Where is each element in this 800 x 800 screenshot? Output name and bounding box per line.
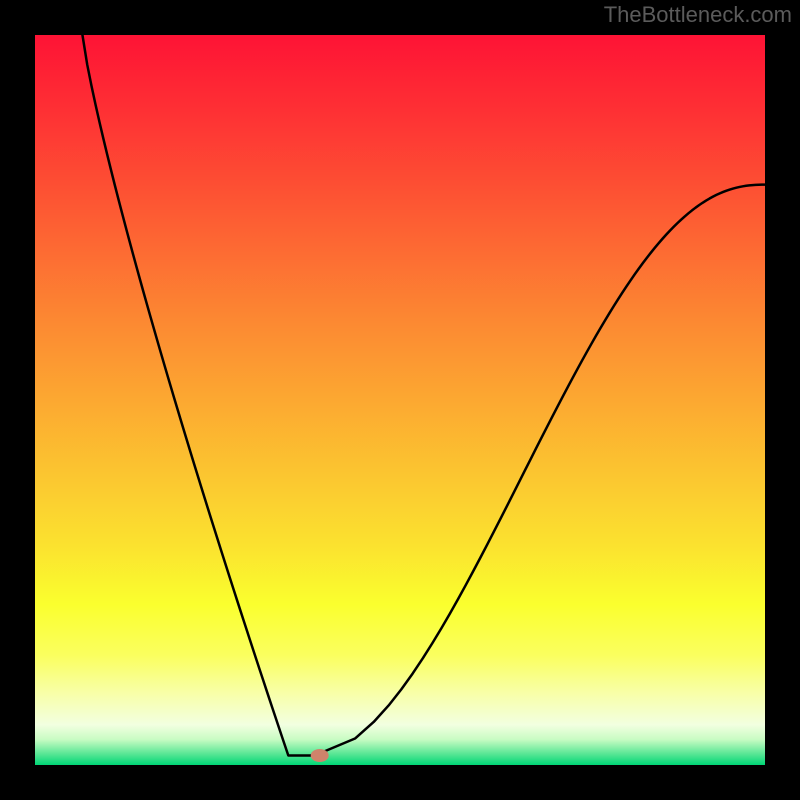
watermark-text: TheBottleneck.com bbox=[604, 2, 792, 28]
bottleneck-chart bbox=[0, 0, 800, 800]
plot-background bbox=[35, 35, 765, 765]
optimum-marker bbox=[311, 749, 329, 762]
chart-container: TheBottleneck.com bbox=[0, 0, 800, 800]
